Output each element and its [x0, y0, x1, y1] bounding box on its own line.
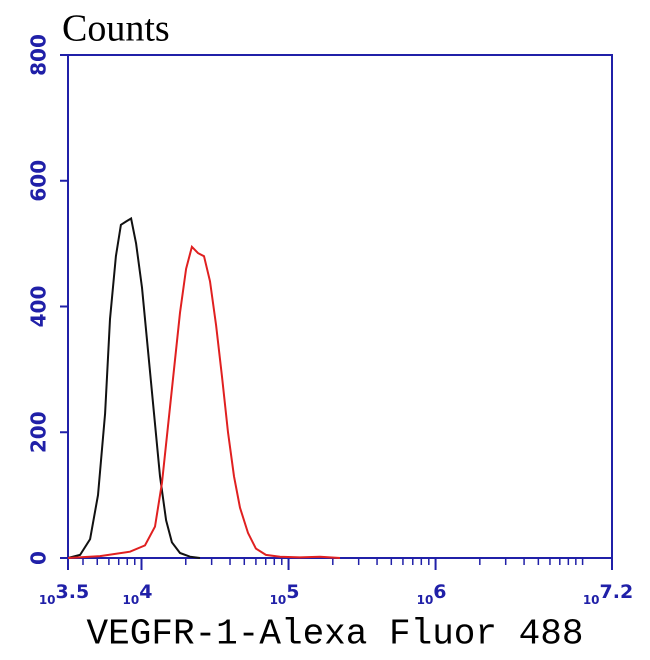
x-tick-label: 107.2 — [583, 581, 633, 607]
x-tick-label: 104 — [123, 581, 153, 607]
histogram-line — [67, 216, 201, 559]
x-tick-base: 10 — [39, 593, 56, 607]
x-axis-label: VEGFR-1-Alexa Fluor 488 — [87, 614, 584, 655]
x-tick-base: 10 — [583, 593, 600, 607]
x-tick-base: 10 — [123, 593, 140, 607]
plot-frame — [67, 54, 613, 559]
histogram-line — [67, 244, 341, 559]
y-tick-label: 0 — [27, 551, 51, 565]
x-tick-base: 10 — [417, 593, 434, 607]
y-tick-label: 800 — [27, 34, 51, 76]
y-tick-label: 200 — [27, 411, 51, 453]
x-tick-label: 105 — [270, 581, 300, 607]
y-tick-label: 400 — [27, 286, 51, 328]
x-tick-exponent: 7.2 — [600, 581, 634, 603]
chart-title: Counts — [62, 8, 170, 50]
x-tick-exponent: 5 — [286, 581, 299, 603]
x-tick-label: 106 — [417, 581, 447, 607]
x-tick-exponent: 4 — [139, 581, 152, 603]
x-tick-exponent: 3.5 — [56, 581, 90, 603]
x-tick-label: 103.5 — [39, 581, 89, 607]
x-tick-base: 10 — [270, 593, 287, 607]
y-tick-label: 600 — [27, 160, 51, 202]
x-tick-exponent: 6 — [433, 581, 446, 603]
